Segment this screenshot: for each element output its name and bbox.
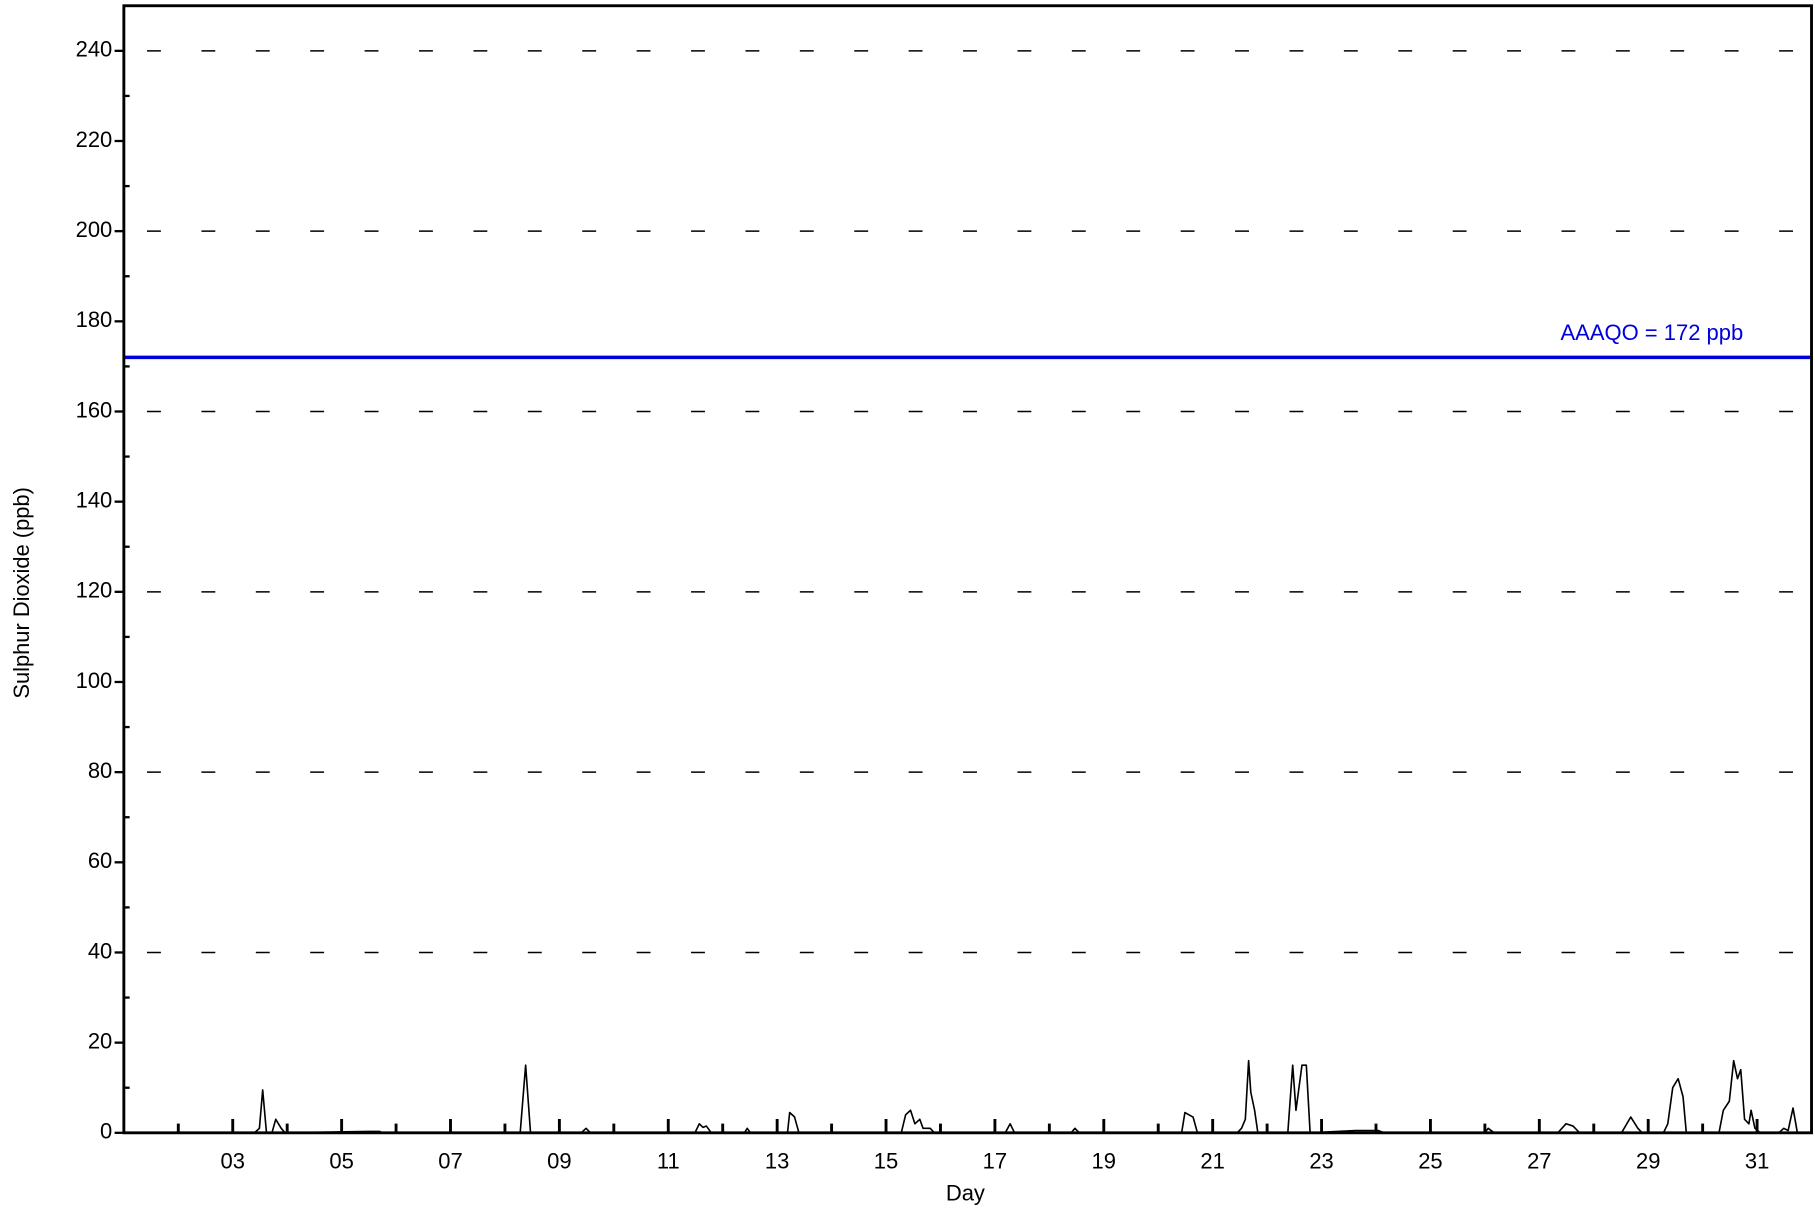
y-tick-label: 60 — [88, 848, 112, 873]
y-tick-label: 80 — [88, 758, 112, 783]
y-axis-label: Sulphur Dioxide (ppb) — [9, 487, 34, 698]
x-tick-label: 13 — [765, 1149, 789, 1174]
y-tick-label: 100 — [76, 668, 113, 693]
x-tick-label: 17 — [983, 1149, 1007, 1174]
x-tick-label: 09 — [547, 1149, 571, 1174]
reference-label: AAAQO = 172 ppb — [1561, 320, 1744, 345]
x-tick-label: 21 — [1200, 1149, 1224, 1174]
y-tick-label: 160 — [76, 397, 113, 422]
x-tick-label: 15 — [874, 1149, 898, 1174]
x-tick-label: 29 — [1636, 1149, 1660, 1174]
x-axis-label: Day — [946, 1181, 985, 1206]
x-tick-label: 23 — [1309, 1149, 1333, 1174]
x-tick-label: 31 — [1745, 1149, 1769, 1174]
data-line — [123, 1059, 1812, 1134]
y-tick-label: 20 — [88, 1028, 112, 1053]
x-tick-label: 03 — [221, 1149, 245, 1174]
x-tick-label: 07 — [438, 1149, 462, 1174]
y-tick-label: 180 — [76, 307, 113, 332]
x-tick-label: 05 — [329, 1149, 353, 1174]
x-tick-label: 11 — [657, 1149, 680, 1174]
y-tick-label: 140 — [76, 487, 113, 512]
y-tick-label: 0 — [100, 1119, 112, 1144]
y-tick-label: 120 — [76, 578, 113, 603]
x-tick-label: 19 — [1092, 1149, 1116, 1174]
y-tick-label: 240 — [76, 37, 113, 62]
y-tick-label: 40 — [88, 938, 112, 963]
x-tick-label: 25 — [1418, 1149, 1442, 1174]
plot-frame — [122, 4, 1813, 1135]
y-tick-label: 220 — [76, 127, 113, 152]
y-tick-label: 200 — [76, 217, 113, 242]
x-tick-label: 27 — [1527, 1149, 1551, 1174]
